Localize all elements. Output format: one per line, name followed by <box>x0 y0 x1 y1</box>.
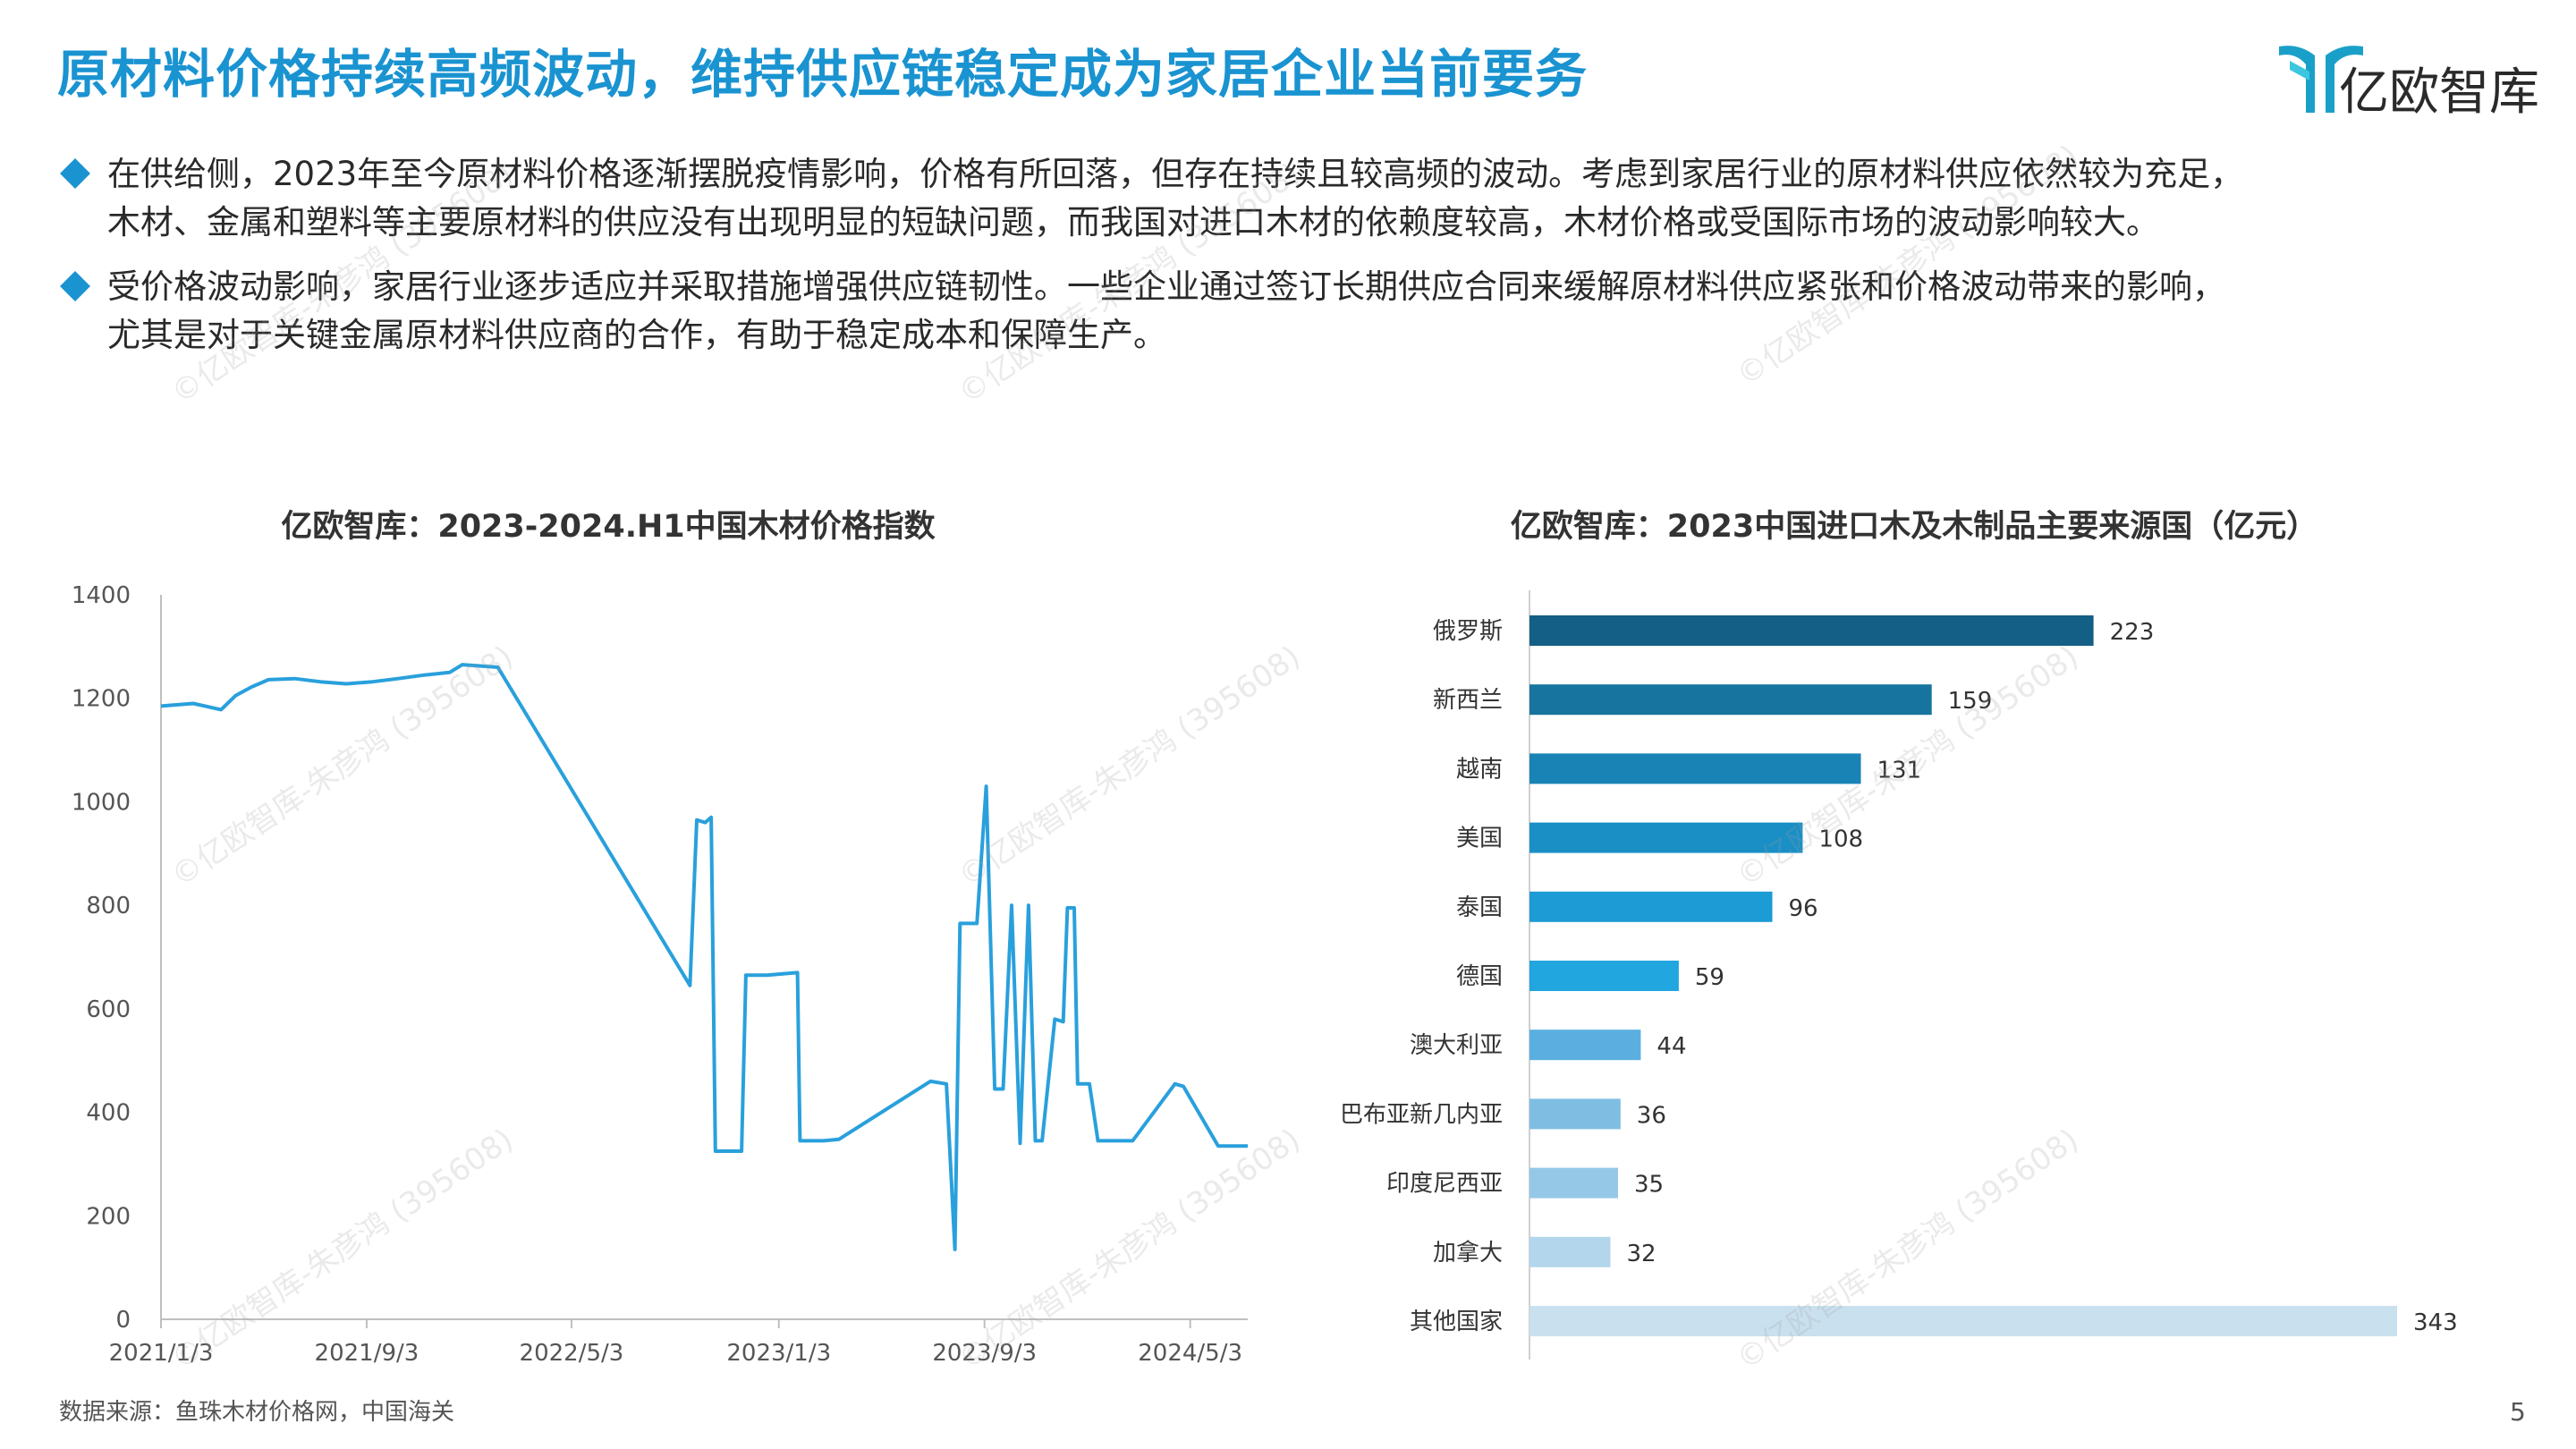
category-label: 其他国家 <box>1410 1309 1503 1335</box>
bar <box>1530 1236 1611 1267</box>
bar-value-label: 159 <box>1948 688 1993 715</box>
y-tick-label: 600 <box>86 996 131 1023</box>
category-label: 加拿大 <box>1433 1240 1503 1267</box>
bar-value-label: 108 <box>1818 826 1863 853</box>
bar-value-label: 96 <box>1788 895 1818 922</box>
bar <box>1530 1167 1618 1199</box>
y-tick-label: 0 <box>115 1307 131 1334</box>
category-label: 巴布亚新几内亚 <box>1340 1101 1503 1128</box>
bar <box>1530 1306 2397 1336</box>
bullet-line: 受价格波动影响，家居行业逐步适应并采取措施增强供应链韧性。一些企业通过签订长期供… <box>107 267 2225 306</box>
y-tick-label: 400 <box>86 1100 131 1127</box>
y-tick-label: 1000 <box>72 789 131 816</box>
y-tick-label: 1400 <box>72 582 131 609</box>
bar <box>1530 1030 1641 1061</box>
diamond-bullet-icon <box>60 271 90 301</box>
y-tick-label: 200 <box>86 1203 131 1230</box>
y-tick-label: 800 <box>86 893 131 919</box>
page-title: 原材料价格持续高频波动，维持供应链稳定成为家居企业当前要务 <box>57 44 1589 105</box>
bar-value-label: 44 <box>1657 1033 1686 1060</box>
bar-value-label: 59 <box>1695 964 1724 991</box>
bar-value-label: 35 <box>1634 1172 1664 1199</box>
bar-chart: 俄罗斯 223 新西兰 159 越南 131 美国 108 泰国 96 德国 59 澳大利亚 44 巴布亚新… <box>1340 590 2458 1360</box>
bar-value-label: 36 <box>1637 1102 1666 1129</box>
category-label: 印度尼西亚 <box>1386 1171 1503 1198</box>
category-label: 澳大利亚 <box>1410 1032 1503 1059</box>
bar-value-label: 223 <box>2110 619 2155 646</box>
bar <box>1530 753 1861 784</box>
line-chart-title: 亿欧智库：2023-2024.H1中国木材价格指数 <box>281 509 936 545</box>
category-label: 泰国 <box>1456 894 1503 921</box>
bar-value-label: 131 <box>1877 757 1921 784</box>
price-index-series-line <box>160 663 1248 1251</box>
data-source: 数据来源：鱼珠木材价格网，中国海关 <box>59 1399 455 1426</box>
category-label: 越南 <box>1456 756 1503 783</box>
bar <box>1530 615 2094 646</box>
x-tick-label: 2023/9/3 <box>932 1340 1037 1367</box>
bullet-list: 在供给侧，2023年至今原材料价格逐渐摆脱疫情影响，价格有所回落，但存在持续且较… <box>59 150 2546 376</box>
x-tick-label: 2021/1/3 <box>109 1340 214 1367</box>
x-tick-label: 2024/5/3 <box>1138 1340 1242 1367</box>
y-tick-label: 1200 <box>72 686 131 713</box>
category-label: 德国 <box>1456 963 1503 990</box>
page-number: 5 <box>2510 1397 2526 1427</box>
bar-chart-title: 亿欧智库：2023中国进口木及木制品主要来源国（亿元） <box>1510 509 2318 545</box>
logo-text: 亿欧智库 <box>2339 64 2539 122</box>
bar <box>1530 1098 1621 1130</box>
category-label: 新西兰 <box>1433 687 1503 714</box>
line-chart: 0 200 400 600 800 1000 1200 1400 2021/1/3 2021/9/… <box>72 582 1248 1367</box>
bar <box>1530 822 1803 853</box>
x-tick-label: 2023/1/3 <box>726 1340 831 1367</box>
category-label: 美国 <box>1456 826 1503 852</box>
bullet-line: 在供给侧，2023年至今原材料价格逐渐摆脱疫情影响，价格有所回落，但存在持续且较… <box>107 155 2244 193</box>
bar <box>1530 684 1932 716</box>
bullet-item: 受价格波动影响，家居行业逐步适应并采取措施增强供应链韧性。一些企业通过签订长期供… <box>59 263 2546 360</box>
bar-value-label: 343 <box>2413 1309 2458 1336</box>
bar <box>1530 961 1679 991</box>
bullet-line: 尤其是对于关键金属原材料供应商的合作，有助于稳定成本和保障生产。 <box>107 316 1166 354</box>
bullet-line: 木材、金属和塑料等主要原材料的供应没有出现明显的短缺问题，而我国对进口木材的依赖… <box>107 203 2159 242</box>
diamond-bullet-icon <box>60 158 90 189</box>
category-label: 俄罗斯 <box>1433 618 1503 645</box>
x-tick-label: 2021/9/3 <box>315 1340 419 1367</box>
logo-mark-icon <box>2279 46 2363 113</box>
bar-value-label: 32 <box>1626 1241 1656 1267</box>
bullet-item: 在供给侧，2023年至今原材料价格逐渐摆脱疫情影响，价格有所回落，但存在持续且较… <box>59 150 2546 247</box>
bar <box>1530 891 1773 922</box>
x-tick-label: 2022/5/3 <box>520 1340 624 1367</box>
